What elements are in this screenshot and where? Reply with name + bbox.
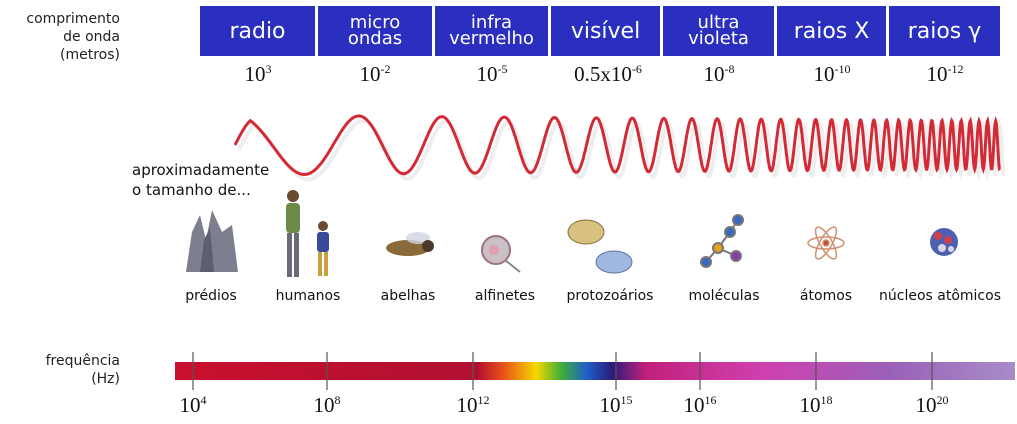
frequency-tick: 104 [180, 393, 207, 418]
object-label: protozoários [567, 288, 654, 304]
tick-exp: 18 [821, 393, 833, 407]
label-line: aproximadamente [132, 160, 269, 180]
icon-atom [808, 224, 844, 261]
icon-pin [482, 236, 520, 272]
tick-exp: 12 [478, 393, 490, 407]
frequency-tick: 1018 [800, 393, 833, 418]
size-label: aproximadamente o tamanho de... [132, 160, 269, 200]
object-label: alfinetes [475, 288, 535, 304]
tick-base: 10 [314, 393, 335, 417]
frequency-tick: 1012 [457, 393, 490, 418]
label-line: o tamanho de... [132, 180, 269, 200]
tick-base: 10 [684, 393, 705, 417]
tick-base: 10 [600, 393, 621, 417]
frequency-tick: 108 [314, 393, 341, 418]
icon-protozoa [568, 220, 632, 273]
tick-exp: 20 [937, 393, 949, 407]
icon-humans [286, 190, 329, 277]
label-line: (Hz) [0, 370, 120, 388]
object-label: átomos [800, 288, 852, 304]
tick-base: 10 [916, 393, 937, 417]
tick-exp: 16 [705, 393, 717, 407]
object-label: núcleos atômicos [879, 288, 1001, 304]
icon-nucleus [930, 228, 958, 256]
tick-exp: 8 [335, 393, 341, 407]
tick-base: 10 [180, 393, 201, 417]
object-label: abelhas [381, 288, 436, 304]
tick-exp: 15 [621, 393, 633, 407]
graphics [0, 0, 1017, 424]
tick-exp: 4 [201, 393, 207, 407]
label-line: frequência [0, 352, 120, 370]
object-label: humanos [276, 288, 341, 304]
page: comprimento de onda (metros) radio micro… [0, 0, 1017, 424]
tick-base: 10 [800, 393, 821, 417]
icon-molecule [701, 215, 743, 267]
object-label: prédios [185, 288, 237, 304]
frequency-bar [175, 362, 1015, 380]
icon-buildings [186, 210, 238, 272]
frequency-tick: 1020 [916, 393, 949, 418]
frequency-label: frequência (Hz) [0, 352, 120, 388]
tick-base: 10 [457, 393, 478, 417]
icon-bee [386, 232, 434, 256]
object-label: moléculas [688, 288, 759, 304]
frequency-tick: 1015 [600, 393, 633, 418]
frequency-tick: 1016 [684, 393, 717, 418]
